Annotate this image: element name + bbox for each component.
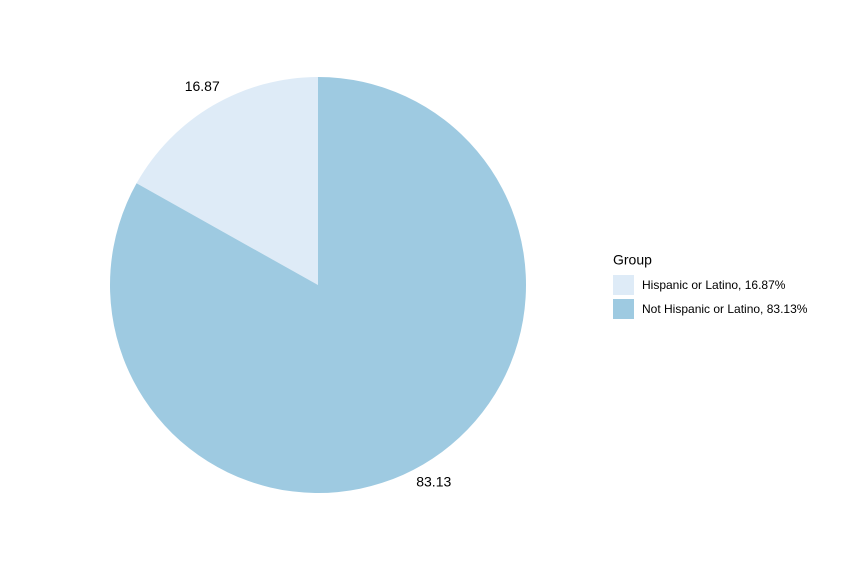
pie-slice <box>136 77 318 285</box>
data-label: 83.13 <box>416 473 451 489</box>
legend-title: Group <box>613 252 652 268</box>
legend-swatch <box>613 275 634 295</box>
legend-label: Not Hispanic or Latino, 83.13% <box>642 302 808 316</box>
data-label: 16.87 <box>185 78 220 94</box>
pie-slice <box>110 77 527 493</box>
legend-label: Hispanic or Latino, 16.87% <box>642 278 786 292</box>
legend-swatch <box>613 299 634 319</box>
